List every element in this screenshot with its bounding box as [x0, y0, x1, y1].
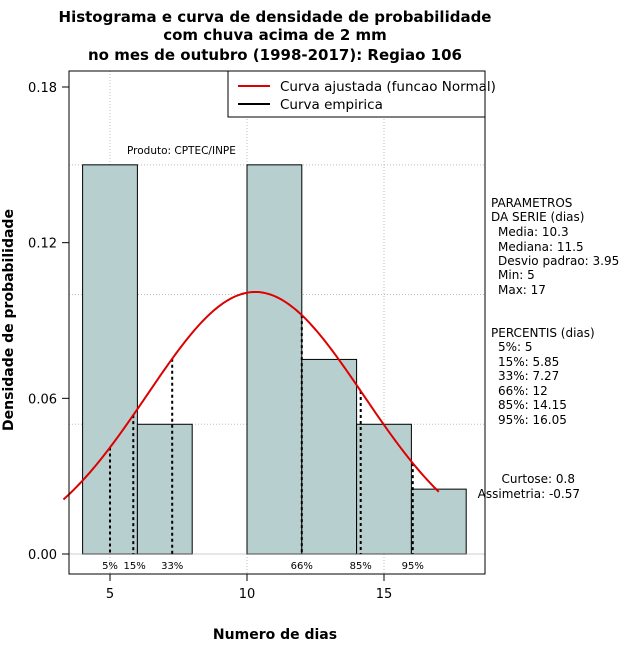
stats-panel: PARAMETROS DA SERIE (dias) Media: 10.3 M…	[491, 196, 619, 297]
percentile-label: 33%	[161, 561, 183, 572]
percentile-labels: 5% 15% 33% 66% 85% 95%	[102, 561, 424, 572]
stats-item: Max: 17	[498, 283, 546, 297]
stats-item: Min: 5	[498, 268, 535, 282]
histogram-bar	[301, 358, 358, 555]
percentile-label: 66%	[291, 561, 313, 572]
percentis-item: 66%: 12	[498, 384, 548, 398]
curtose-item: Curtose: 0.8	[501, 472, 575, 486]
percentile-label: 5%	[102, 561, 118, 572]
legend-empirical-label: Curva empirica	[280, 97, 383, 113]
chart-title-line-1: Histograma e curva de densidade de proba…	[59, 8, 492, 26]
x-tick-label: 15	[376, 587, 393, 602]
histogram-bar	[356, 423, 412, 555]
x-tick-label: 5	[106, 587, 114, 602]
y-tick-label: 0.12	[28, 237, 57, 252]
histogram-bar	[82, 164, 138, 555]
x-axis-label: Numero de dias	[213, 627, 337, 643]
percentis-header: PERCENTIS (dias)	[491, 326, 595, 340]
percentile-lines	[109, 315, 414, 554]
percentis-item: 33%: 7.27	[498, 369, 559, 383]
legend: Curva ajustada (funcao Normal) Curva emp…	[227, 70, 496, 118]
legend-fitted-label: Curva ajustada (funcao Normal)	[280, 79, 496, 95]
histogram-bar	[136, 423, 193, 555]
percentis-item: 85%: 14.15	[498, 398, 567, 412]
percentis-item: 5%: 5	[498, 340, 533, 354]
stats-item: Desvio padrao: 3.95	[498, 254, 619, 268]
product-annotation: Produto: CPTEC/INPE	[127, 145, 236, 157]
percentile-label: 85%	[350, 561, 372, 572]
histogram-bars	[69, 164, 485, 555]
y-tick-label: 0.18	[28, 81, 57, 96]
stats-item: Media: 10.3	[498, 225, 569, 239]
y-tick-label: 0.06	[28, 392, 57, 407]
legend-box	[227, 70, 486, 118]
fitted-normal-curve	[62, 290, 440, 501]
stats-header-2: DA SERIE (dias)	[491, 210, 584, 224]
percentis-panel: PERCENTIS (dias) 5%: 5 15%: 5.85 33%: 7.…	[491, 326, 595, 427]
y-axis-label: Densidade de probabilidade	[1, 209, 17, 431]
stats-header-1: PARAMETROS	[491, 196, 572, 210]
x-tick-label: 10	[239, 587, 256, 602]
shape-panel: Curtose: 0.8 Assimetria: -0.57	[478, 472, 580, 501]
percentis-item: 95%: 16.05	[498, 413, 567, 427]
histogram-bar	[410, 488, 467, 555]
stats-item: Mediana: 11.5	[498, 240, 584, 254]
chart-title-line-3: no mes de outubro (1998-2017): Regiao 10…	[88, 46, 462, 64]
assimetria-item: Assimetria: -0.57	[478, 487, 580, 501]
fitted-curve-layer	[62, 290, 440, 501]
chart-title-line-2: com chuva acima de 2 mm	[163, 26, 387, 44]
percentile-label: 95%	[402, 561, 424, 572]
y-tick-label: 0.00	[28, 548, 57, 563]
percentis-item: 15%: 5.85	[498, 355, 559, 369]
histogram-bar	[246, 164, 303, 555]
percentile-label: 15%	[124, 561, 146, 572]
